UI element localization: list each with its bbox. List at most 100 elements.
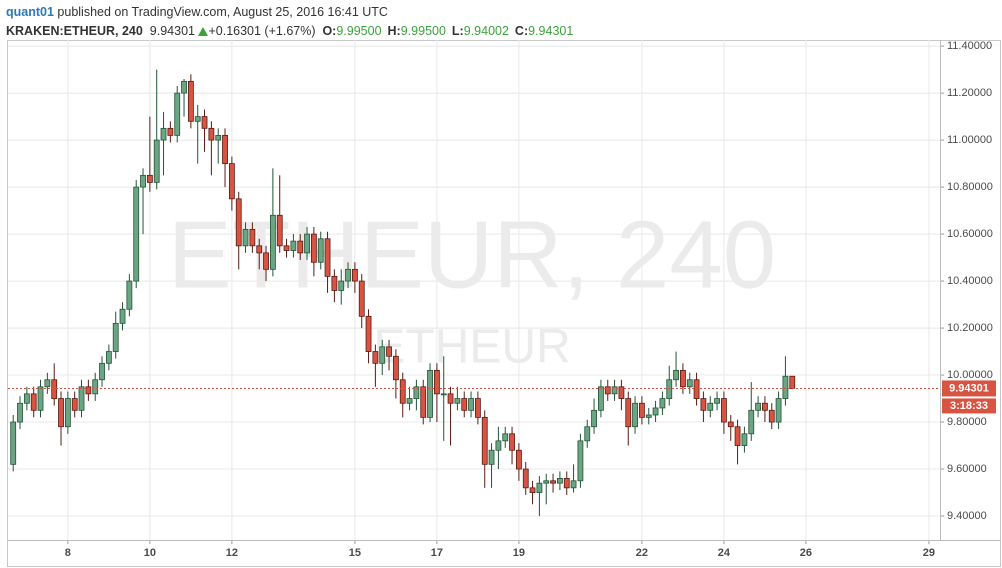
candle-body <box>208 127 215 141</box>
candle-body <box>317 238 324 263</box>
candle-body <box>64 398 71 428</box>
candle-body <box>51 379 58 399</box>
candle-body <box>44 379 51 388</box>
frame <box>7 40 1001 567</box>
candle-body <box>495 440 502 451</box>
candle-body <box>372 351 379 364</box>
candle-body <box>543 480 550 484</box>
x-tick-label: 12 <box>226 547 238 559</box>
candle-body <box>331 275 338 291</box>
candle-body <box>515 449 522 470</box>
candle-body <box>474 398 481 418</box>
candle-body <box>338 280 345 291</box>
candle-body <box>99 362 105 381</box>
candle-body <box>598 386 604 411</box>
candle-body <box>126 280 133 310</box>
candle-body <box>686 379 693 388</box>
candle-body <box>652 407 659 416</box>
candle-body <box>92 379 99 395</box>
candle-body <box>167 127 174 136</box>
countdown-tag <box>942 398 996 414</box>
candle-body <box>762 402 768 411</box>
y-tick-label: 11.00000 <box>947 134 992 146</box>
candle-body <box>454 398 461 404</box>
candle-body <box>174 92 181 136</box>
candle-body <box>673 369 679 381</box>
symbol: KRAKEN:ETHEUR, 240 <box>6 24 143 38</box>
candle-body <box>365 315 372 352</box>
candle-body <box>550 480 556 484</box>
candle-body <box>563 478 570 489</box>
candle-body <box>276 214 283 247</box>
countdown-label: 3:18:33 <box>950 400 988 412</box>
candle-body <box>727 421 734 428</box>
candle-body <box>680 369 686 388</box>
candle-body <box>768 409 775 423</box>
ohlc-value: 9.99500 <box>400 24 446 38</box>
candle-body <box>625 398 632 428</box>
candle-body <box>639 402 645 418</box>
up-arrow <box>198 27 209 36</box>
x-tick-label: 8 <box>65 547 71 559</box>
y-tick-label: 9.40000 <box>947 510 987 522</box>
candle-body <box>194 116 201 122</box>
candle-body <box>386 346 392 357</box>
candle-body <box>146 174 153 183</box>
x-tick-label: 29 <box>923 547 935 559</box>
candle-body <box>440 393 447 396</box>
candle-body <box>591 409 597 428</box>
x-tick-label: 26 <box>800 547 812 559</box>
y-tick-label: 9.80000 <box>947 416 987 428</box>
candle-body <box>584 426 591 442</box>
candle-body <box>290 240 297 251</box>
candle-body <box>235 198 242 247</box>
y-tick-label: 9.60000 <box>947 463 987 475</box>
x-tick-label: 10 <box>144 547 156 559</box>
candle-body <box>119 308 126 324</box>
y-tick-label: 10.20000 <box>947 322 993 334</box>
candle-body <box>604 386 611 395</box>
candle-body <box>481 416 488 465</box>
ohlc-label: O: <box>322 24 337 38</box>
candle-body <box>181 80 187 94</box>
candle-body <box>755 402 761 411</box>
watermark-sub: ETHEUR <box>373 321 570 374</box>
change: +0.16301 (+1.67%) <box>208 24 316 38</box>
candle-body <box>659 398 666 409</box>
candle-body <box>632 402 638 428</box>
x-tick-label: 17 <box>431 547 443 559</box>
ohlc: O:9.99500 H:9.99500 L:9.94002 C:9.94301 <box>322 24 579 38</box>
ohlc-label: C: <box>514 24 529 38</box>
candle-body <box>345 268 351 282</box>
candle-body <box>700 398 707 411</box>
candle-body <box>153 139 160 183</box>
candle-body <box>269 214 276 270</box>
candle-body <box>283 245 290 251</box>
candle-body <box>23 393 30 404</box>
author[interactable]: quant01 <box>6 5 54 19</box>
candle-body <box>611 386 618 395</box>
candle-body <box>304 233 310 254</box>
candle-body <box>618 386 625 399</box>
candle-body <box>707 402 714 411</box>
candle-body <box>557 478 563 484</box>
publish-line: quant01 published on TradingView.com, Au… <box>6 3 579 22</box>
symbol-line: KRAKEN:ETHEUR, 240 9.94301 +0.16301 (+1.… <box>6 22 579 41</box>
candle-body <box>324 238 331 277</box>
candle-body <box>17 402 23 423</box>
y-tick-label: 10.80000 <box>947 181 993 193</box>
price-tag-label: 9.94301 <box>949 382 989 394</box>
candle-body <box>78 386 85 411</box>
candle-body <box>249 228 256 247</box>
candle-body <box>399 379 406 404</box>
candle-body <box>529 487 536 493</box>
candle-body <box>693 379 700 399</box>
y-tick-label: 10.60000 <box>947 228 993 240</box>
candle-body <box>645 414 652 418</box>
candle-body <box>775 398 782 423</box>
candle-body <box>37 386 44 411</box>
candle-body <box>379 346 386 364</box>
candle-body <box>488 449 495 465</box>
